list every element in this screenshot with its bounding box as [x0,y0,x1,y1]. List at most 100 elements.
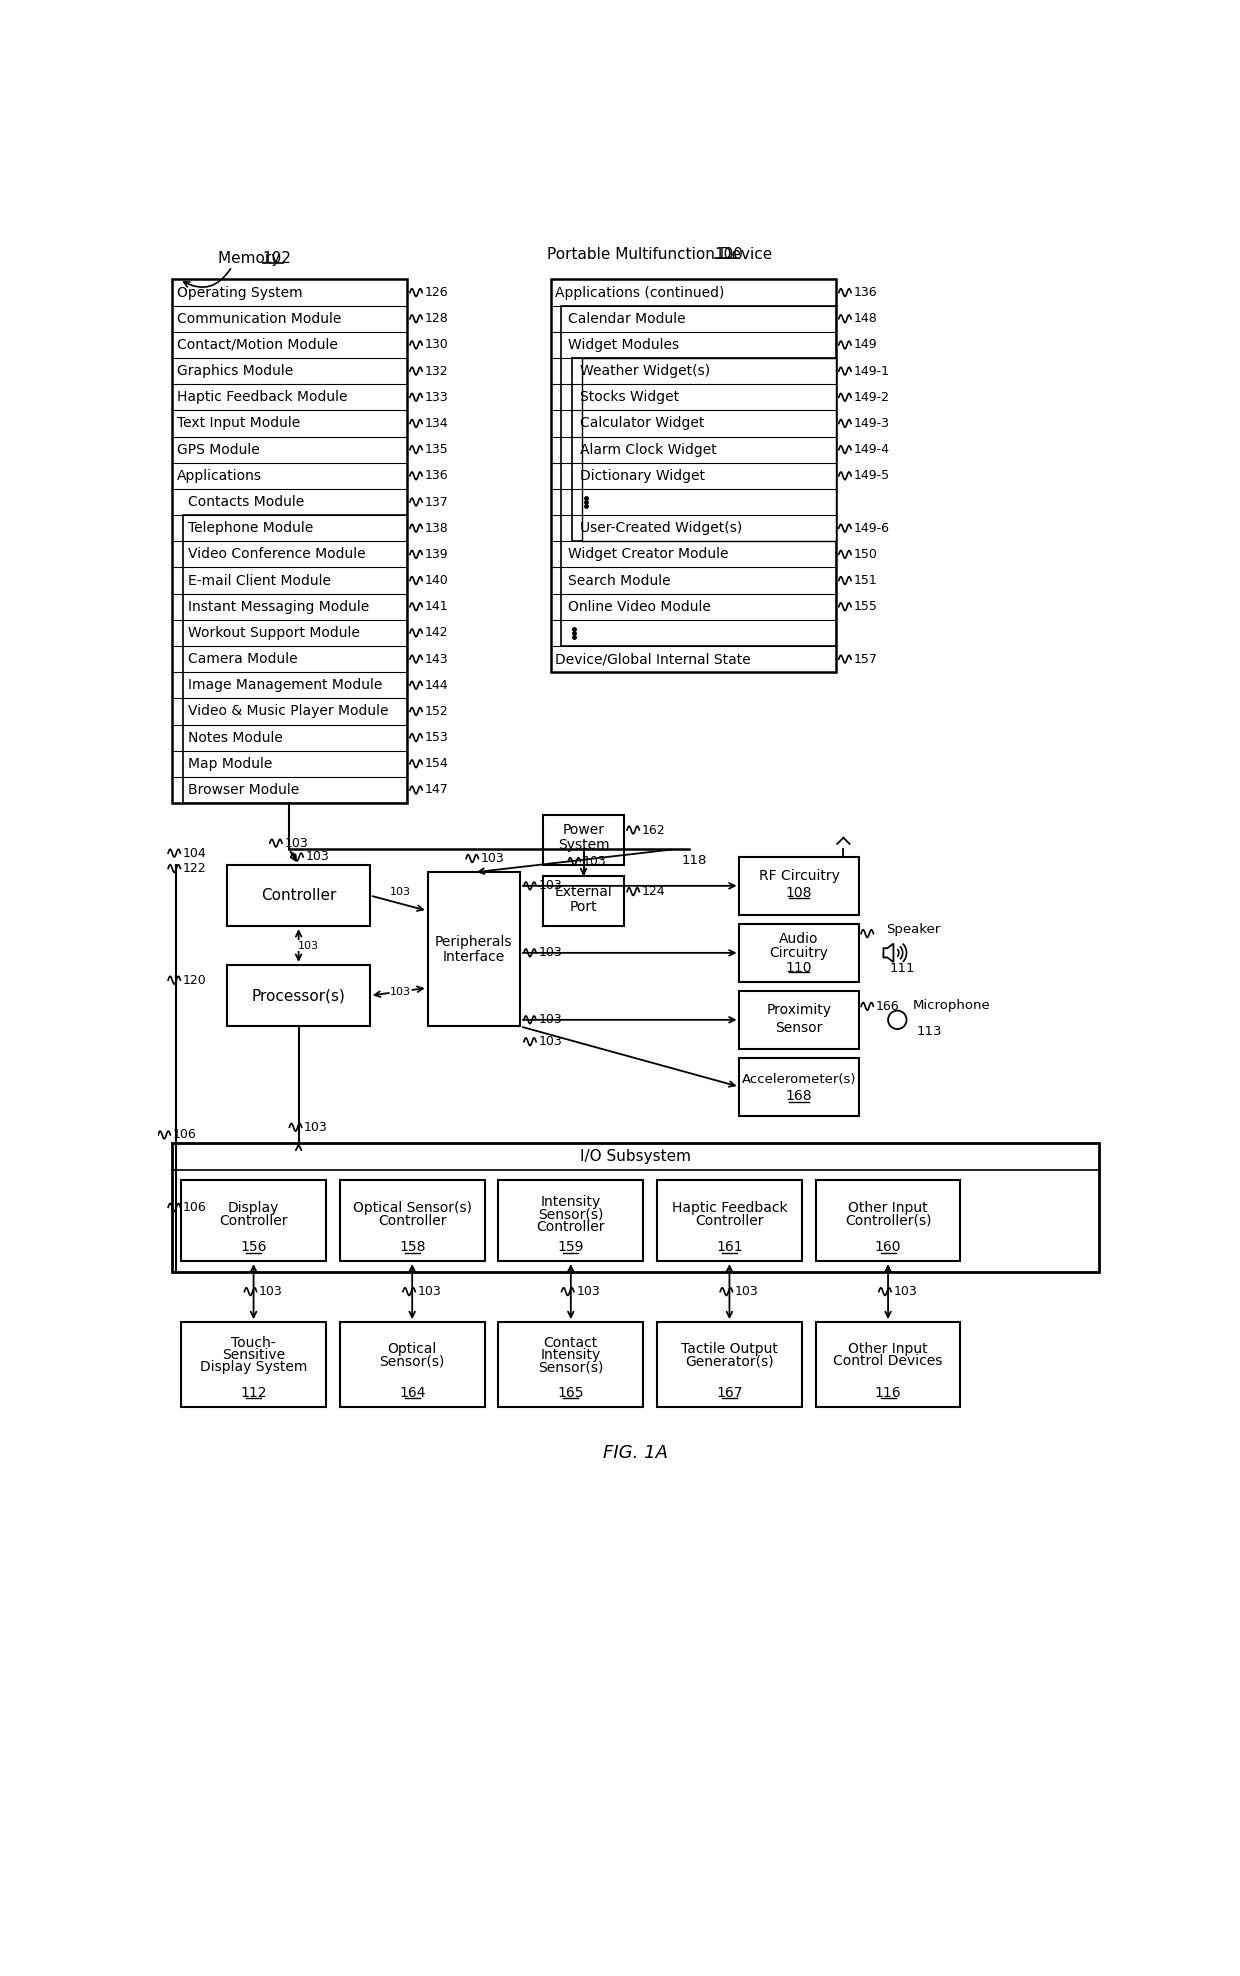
Text: 126: 126 [424,287,448,298]
Text: Image Management Module: Image Management Module [188,678,382,692]
Text: 149-3: 149-3 [853,417,889,431]
Bar [543,814,624,865]
Text: FIG. 1A: FIG. 1A [603,1444,668,1462]
Text: Control Devices: Control Devices [833,1354,942,1367]
Text: 103: 103 [391,986,412,996]
Text: 124: 124 [641,885,666,899]
Text: Controller: Controller [378,1213,446,1227]
Bar [657,1322,802,1407]
Text: 112: 112 [241,1385,267,1399]
Text: 140: 140 [424,575,449,587]
Text: Controller: Controller [219,1213,288,1227]
Text: Port: Port [569,899,598,915]
Text: 103: 103 [538,1035,562,1049]
Text: 156: 156 [241,1241,267,1255]
Text: 152: 152 [424,705,449,717]
Text: 116: 116 [874,1385,901,1399]
Bar [543,875,624,927]
Text: Haptic Feedback Module: Haptic Feedback Module [176,391,347,405]
Text: Workout Support Module: Workout Support Module [188,626,360,640]
Text: System: System [558,838,609,852]
Text: Sensor: Sensor [775,1022,823,1035]
Text: 159: 159 [558,1241,584,1255]
Bar [739,990,859,1049]
Text: Display System: Display System [200,1361,308,1375]
Text: 108: 108 [786,885,812,901]
Text: E-mail Client Module: E-mail Client Module [188,573,331,587]
Text: Generator(s): Generator(s) [686,1354,774,1367]
Text: Touch-: Touch- [232,1336,275,1350]
Text: Applications (continued): Applications (continued) [556,287,725,300]
Text: 150: 150 [853,547,877,561]
Text: Optical Sensor(s): Optical Sensor(s) [352,1201,471,1215]
Text: 103: 103 [391,887,412,897]
Text: Telephone Module: Telephone Module [188,522,314,535]
Bar [582,358,836,541]
Bar [816,1322,961,1407]
Text: 149-6: 149-6 [853,522,889,535]
Text: 141: 141 [424,601,448,613]
Text: 160: 160 [874,1241,901,1255]
Text: Controller(s): Controller(s) [844,1213,931,1227]
Text: 161: 161 [717,1241,743,1255]
Text: Audio: Audio [780,933,818,947]
Text: 164: 164 [399,1385,425,1399]
Text: 133: 133 [424,391,448,403]
Text: Circuitry: Circuitry [770,947,828,960]
Text: RF Circuitry: RF Circuitry [759,869,839,883]
Bar [227,865,370,927]
Text: Video Conference Module: Video Conference Module [188,547,366,561]
Text: Video & Music Player Module: Video & Music Player Module [188,703,388,719]
Text: 103: 103 [538,1014,562,1026]
Bar [739,858,859,915]
Text: Optical: Optical [388,1342,436,1356]
Text: 149-2: 149-2 [853,391,889,403]
Text: Calculator Widget: Calculator Widget [580,417,704,431]
Text: 148: 148 [853,312,877,326]
Text: Contact/Motion Module: Contact/Motion Module [176,338,337,352]
Text: Alarm Clock Widget: Alarm Clock Widget [580,443,717,456]
Text: 167: 167 [717,1385,743,1399]
Text: Memory: Memory [218,251,285,267]
Text: 122: 122 [182,862,206,875]
Bar [572,358,836,541]
Text: Speaker: Speaker [885,923,940,937]
Text: 143: 143 [424,652,448,666]
Text: Portable Multifunction Device: Portable Multifunction Device [547,247,777,261]
Text: Search Module: Search Module [568,573,671,587]
Bar [560,306,836,646]
Text: Other Input: Other Input [848,1201,928,1215]
Text: Widget Creator Module: Widget Creator Module [568,547,728,561]
Text: 154: 154 [424,757,449,771]
Text: 142: 142 [424,626,448,640]
Text: 102: 102 [262,251,291,267]
Text: Text Input Module: Text Input Module [176,417,300,431]
Text: 103: 103 [583,856,606,867]
Text: 103: 103 [305,850,330,864]
Bar [816,1180,961,1261]
Text: Widget Modules: Widget Modules [568,338,678,352]
Text: Intensity: Intensity [541,1348,601,1361]
Text: 166: 166 [875,1000,899,1014]
Text: 103: 103 [481,852,505,865]
Text: 165: 165 [558,1385,584,1399]
Text: Device/Global Internal State: Device/Global Internal State [556,652,751,666]
Text: 149-1: 149-1 [853,366,889,377]
Text: Sensor(s): Sensor(s) [379,1354,445,1367]
Text: Haptic Feedback: Haptic Feedback [672,1201,787,1215]
Text: Sensor(s): Sensor(s) [538,1361,604,1375]
Text: Applications: Applications [176,468,262,482]
Text: 134: 134 [424,417,448,431]
Text: 136: 136 [424,470,448,482]
Text: 103: 103 [894,1284,918,1298]
Text: Browser Module: Browser Module [188,782,299,796]
Text: Processor(s): Processor(s) [252,988,346,1004]
Text: Peripherals: Peripherals [435,935,512,948]
Text: 149-4: 149-4 [853,443,889,456]
Text: External: External [554,885,613,899]
Text: 138: 138 [424,522,449,535]
Text: Interface: Interface [443,950,505,964]
Text: 103: 103 [259,1284,283,1298]
Text: 137: 137 [424,496,449,508]
Text: 155: 155 [853,601,877,613]
